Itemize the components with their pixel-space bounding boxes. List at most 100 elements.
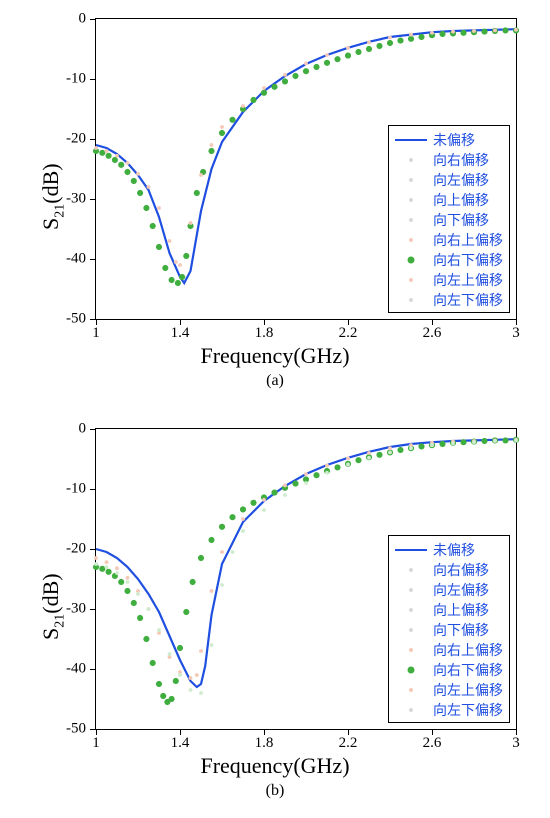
- legend-swatch: [393, 272, 429, 288]
- series-marker: [118, 579, 124, 585]
- series-marker: [346, 462, 350, 466]
- series-marker: [439, 31, 445, 37]
- legend-row: 向下偏移: [393, 210, 503, 230]
- series-marker: [173, 678, 179, 684]
- series-marker: [460, 30, 466, 36]
- series-marker: [94, 146, 98, 150]
- series-marker: [271, 84, 277, 90]
- series-marker: [156, 681, 162, 687]
- series-marker: [283, 73, 287, 77]
- legend-swatch: [393, 662, 429, 678]
- series-marker: [229, 514, 235, 520]
- series-marker: [241, 517, 245, 521]
- series-marker: [210, 143, 214, 147]
- legend-swatch: [393, 212, 429, 228]
- series-marker: [195, 673, 199, 677]
- series-marker: [208, 148, 214, 154]
- series-marker: [283, 483, 287, 487]
- series-marker: [124, 169, 130, 175]
- series-marker: [198, 555, 204, 561]
- series-marker: [115, 571, 119, 575]
- series-marker: [502, 437, 508, 443]
- series-marker: [112, 157, 118, 163]
- series-marker: [355, 457, 361, 463]
- legend-row: 向右下偏移: [393, 660, 503, 680]
- series-marker: [451, 30, 455, 34]
- series-marker: [240, 506, 246, 512]
- ytick-label: -40: [46, 661, 86, 678]
- ylabel-b: S21(dB): [38, 573, 68, 640]
- series-marker: [472, 440, 476, 444]
- series-marker: [261, 90, 267, 96]
- series-marker: [99, 150, 105, 156]
- series-marker: [169, 696, 175, 702]
- series-marker: [376, 43, 382, 49]
- xtick-label: 1: [92, 735, 100, 752]
- legend-swatch: [393, 172, 429, 188]
- series-marker: [460, 439, 466, 445]
- series-marker: [388, 446, 392, 450]
- ytick-label: -10: [46, 71, 86, 88]
- series-marker: [388, 450, 392, 454]
- series-marker: [283, 493, 287, 497]
- legend-row: 向右偏移: [393, 150, 503, 170]
- xlabel-a: Frequency(GHz): [20, 343, 530, 369]
- legend-swatch: [393, 582, 429, 598]
- series-marker: [137, 190, 143, 196]
- series-marker: [106, 569, 112, 575]
- series-marker: [126, 161, 130, 165]
- series-marker: [137, 615, 143, 621]
- series-marker: [502, 27, 508, 33]
- legend-row: 向右偏移: [393, 560, 503, 580]
- series-marker: [334, 56, 340, 62]
- series-marker: [418, 34, 424, 40]
- series-marker: [131, 600, 137, 606]
- series-marker: [304, 61, 308, 65]
- series-marker: [250, 500, 256, 506]
- series-marker: [481, 29, 487, 35]
- series-marker: [105, 565, 109, 569]
- xtick-label: 2.6: [423, 735, 442, 752]
- caption-b: (b): [20, 782, 530, 800]
- series-marker: [105, 149, 109, 153]
- series-marker: [345, 53, 351, 59]
- series-marker: [451, 441, 455, 445]
- panel-b: 未偏移向右偏移向左偏移向上偏移向下偏移向右上偏移向右下偏移向左上偏移向左下偏移 …: [20, 420, 530, 800]
- legend-label: 向右偏移: [433, 560, 489, 580]
- series-marker: [324, 60, 330, 66]
- series-marker: [262, 508, 266, 512]
- series-marker: [241, 529, 245, 533]
- series-marker: [219, 524, 225, 530]
- legend-label: 向上偏移: [433, 600, 489, 620]
- series-marker: [250, 97, 256, 103]
- xlabel-b: Frequency(GHz): [20, 753, 530, 779]
- xtick-label: 1: [92, 325, 100, 342]
- series-marker: [304, 481, 308, 485]
- series-marker: [210, 589, 214, 593]
- series-marker: [147, 185, 151, 189]
- ytick-label: -50: [46, 311, 86, 328]
- series-marker: [376, 452, 382, 458]
- xtick-label: 1.8: [255, 325, 274, 342]
- series-marker: [183, 253, 189, 259]
- ytick-label: -50: [46, 721, 86, 738]
- legend-b: 未偏移向右偏移向左偏移向上偏移向下偏移向右上偏移向右下偏移向左上偏移向左下偏移: [388, 535, 510, 723]
- series-marker: [124, 588, 130, 594]
- ytick-label: 0: [46, 421, 86, 438]
- xtick-label: 1.4: [171, 325, 190, 342]
- legend-swatch: [393, 622, 429, 638]
- series-marker: [150, 223, 156, 229]
- series-marker: [118, 162, 124, 168]
- series-marker: [493, 439, 497, 443]
- ylabel-a: S21(dB): [38, 163, 68, 230]
- series-marker: [325, 53, 329, 57]
- legend-row: 向右上偏移: [393, 640, 503, 660]
- legend-swatch: [393, 562, 429, 578]
- series-marker: [115, 154, 119, 158]
- legend-row: 未偏移: [393, 540, 503, 560]
- series-marker: [241, 104, 245, 108]
- legend-swatch: [393, 702, 429, 718]
- series-marker: [292, 73, 298, 79]
- series-marker: [131, 178, 137, 184]
- legend-row: 向右下偏移: [393, 250, 503, 270]
